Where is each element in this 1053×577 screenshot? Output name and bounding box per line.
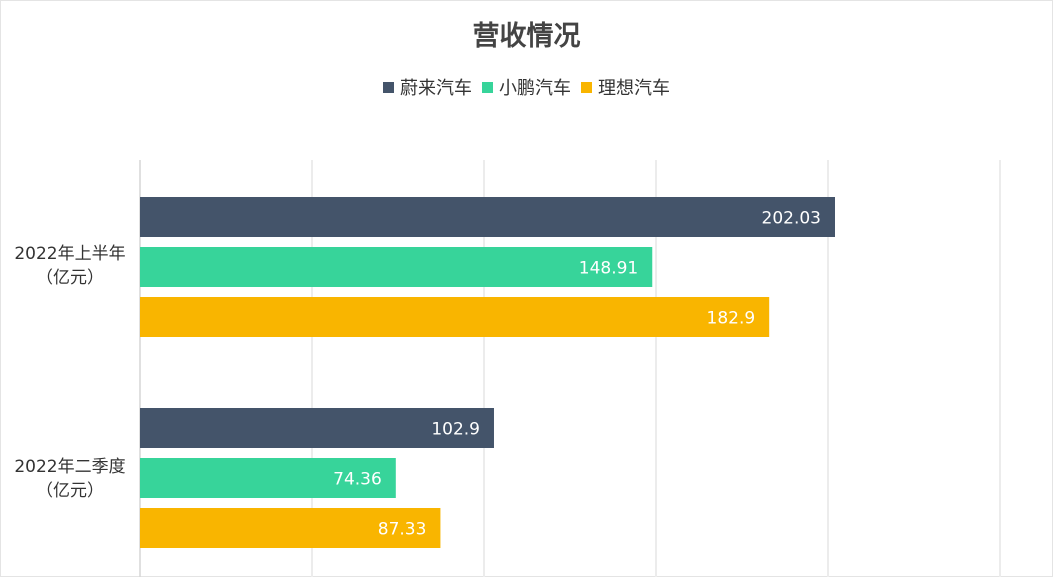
category-label-2022-h1-line1: 2022年上半年	[14, 244, 126, 264]
bar-1-1	[140, 458, 396, 498]
bar-0-2	[140, 297, 770, 337]
category-label-2022-q2-line2: （亿元）	[36, 481, 104, 501]
data-label-1-0: 102.9	[431, 420, 480, 440]
legend-swatch-nio	[383, 81, 394, 93]
legend-label-xpeng: 小鹏汽车	[499, 78, 571, 99]
legend-item-nio: 蔚来汽车	[383, 74, 472, 100]
legend-swatch-li-auto	[581, 81, 592, 93]
legend-item-li-auto: 理想汽车	[581, 74, 670, 100]
legend-label-li-auto: 理想汽车	[598, 78, 670, 99]
bar-0-0	[140, 197, 835, 237]
legend: 蔚来汽车 小鹏汽车 理想汽车	[0, 74, 1053, 100]
category-label-2022-q2: 2022年二季度 （亿元）	[0, 455, 140, 503]
legend-item-xpeng: 小鹏汽车	[482, 74, 571, 100]
category-label-2022-h1: 2022年上半年 （亿元）	[0, 242, 140, 290]
data-label-0-1: 148.91	[579, 259, 638, 279]
bar-1-2	[140, 508, 441, 548]
data-label-0-2: 182.9	[707, 309, 756, 329]
data-label-1-2: 87.33	[378, 520, 427, 540]
category-label-2022-q2-line1: 2022年二季度	[14, 457, 126, 477]
legend-label-nio: 蔚来汽车	[400, 78, 472, 99]
bar-0-1	[140, 247, 653, 287]
category-label-2022-h1-line2: （亿元）	[36, 268, 104, 288]
data-label-0-0: 202.03	[762, 209, 821, 229]
chart-title: 营收情况	[472, 21, 581, 52]
bar-1-0	[140, 408, 494, 448]
legend-swatch-xpeng	[482, 81, 493, 93]
data-label-1-1: 74.36	[333, 470, 382, 490]
